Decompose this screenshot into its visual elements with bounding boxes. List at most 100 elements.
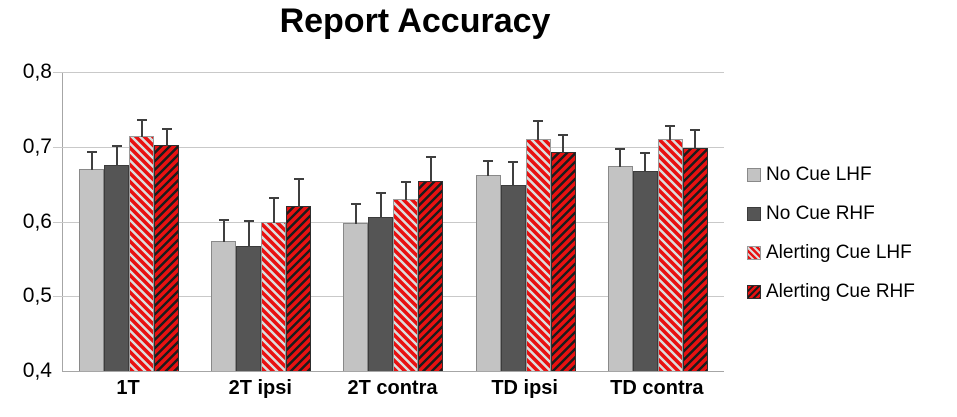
x-axis-label-td-ipsi: TD ipsi: [491, 377, 558, 399]
legend-label: No Cue LHF: [766, 164, 872, 185]
error-bar: [640, 152, 651, 172]
error-bar-cap: [136, 119, 147, 122]
legend-item-no-cue-rhf: No Cue RHF: [747, 202, 915, 226]
error-bar-line: [90, 150, 93, 171]
error-bar-line: [619, 147, 622, 168]
error-bar-cap: [218, 218, 229, 221]
bar-alerting-cue-lhf-td-ipsi: [525, 120, 551, 371]
error-bar-cap: [665, 124, 676, 127]
bar-alerting-cue-lhf-1t: [129, 119, 155, 371]
error-bar: [558, 133, 569, 153]
bar-alerting-cue-lhf-2t-ipsi: [261, 197, 287, 371]
error-bar: [690, 129, 701, 150]
bar-alerting-cue-lhf-td-contra: [657, 124, 683, 371]
bar-no-cue-rhf-2t-contra: [368, 191, 394, 371]
legend-label: Alerting Cue LHF: [766, 242, 912, 263]
error-bar-cap: [243, 220, 254, 223]
error-bar-line: [537, 120, 540, 141]
error-bar: [533, 120, 544, 141]
error-bar-cap: [161, 128, 172, 131]
bar-group-2t-ipsi: [211, 72, 312, 371]
error-bar-line: [222, 218, 225, 242]
bar-alerting-cue-rhf-1t: [154, 128, 180, 371]
error-bar-line: [404, 180, 407, 201]
legend-label: Alerting Cue RHF: [766, 281, 915, 302]
bar-alerting-cue-rhf-td-ipsi: [550, 133, 576, 371]
error-bar: [243, 220, 254, 248]
legend-label: No Cue RHF: [766, 203, 875, 224]
error-bar-cap: [268, 197, 279, 200]
error-bar-cap: [558, 133, 569, 136]
error-bar-cap: [640, 152, 651, 155]
bar-alerting-cue-lhf-2t-contra: [393, 180, 419, 371]
bar-group-td-ipsi: [475, 72, 576, 371]
error-bar: [218, 218, 229, 242]
bar-no-cue-lhf-2t-contra: [343, 203, 369, 371]
x-axis-label-1t: 1T: [116, 377, 140, 399]
error-bar: [483, 159, 494, 177]
legend-item-alerting-cue-rhf: Alerting Cue RHF: [747, 280, 915, 304]
error-bar-line: [165, 128, 168, 146]
error-bar-cap: [350, 203, 361, 206]
error-bar: [508, 161, 519, 186]
error-bar-cap: [508, 161, 519, 164]
bar-alerting-cue-rhf-td-contra: [682, 129, 708, 371]
error-bar-line: [562, 133, 565, 153]
bar-group-2t-contra: [343, 72, 444, 371]
error-bar: [86, 150, 97, 171]
bar-no-cue-rhf-td-contra: [632, 152, 658, 371]
error-bar: [425, 155, 436, 183]
bar-group-td-contra: [607, 72, 708, 371]
plot-area: [53, 72, 724, 372]
bar-no-cue-lhf-td-ipsi: [475, 159, 501, 371]
bar-no-cue-lhf-2t-ipsi: [211, 218, 237, 371]
legend-swatch-red-black-stripes: [747, 285, 761, 299]
error-bar-line: [115, 144, 118, 166]
error-bar: [111, 144, 122, 166]
error-bar-line: [297, 178, 300, 207]
y-axis-tick-label: 0,6: [22, 209, 52, 233]
error-bar-cap: [111, 144, 122, 147]
legend-swatch-dark-gray: [747, 207, 761, 221]
x-axis-labels-row: 1T 2T ipsi 2T contra TD ipsi TD contra: [62, 377, 723, 400]
bar-no-cue-rhf-td-ipsi: [500, 161, 526, 371]
error-bar: [615, 147, 626, 168]
bar-no-cue-lhf-td-contra: [607, 147, 633, 371]
error-bar: [400, 180, 411, 201]
error-bar: [268, 197, 279, 224]
error-bar-line: [512, 161, 515, 186]
error-bar-cap: [690, 129, 701, 132]
error-bar-line: [644, 152, 647, 172]
bar-alerting-cue-rhf-2t-ipsi: [286, 178, 312, 371]
error-bar-line: [429, 155, 432, 183]
error-bar-cap: [400, 180, 411, 183]
y-axis-tick-label: 0,4: [22, 359, 52, 382]
legend-swatch-red-white-stripes: [747, 246, 761, 260]
x-axis-label-td-contra: TD contra: [610, 377, 704, 399]
x-axis-label-2t-ipsi: 2T ipsi: [228, 377, 292, 399]
error-bar: [161, 128, 172, 146]
error-bar-line: [140, 119, 143, 137]
error-bar: [375, 191, 386, 219]
bar-no-cue-lhf-1t: [79, 150, 105, 371]
error-bar-line: [669, 124, 672, 141]
bar-group-1t: [79, 72, 180, 371]
error-bar-line: [379, 191, 382, 219]
error-bar-line: [272, 197, 275, 224]
error-bar-cap: [533, 120, 544, 123]
y-axis-tick-label: 0,5: [22, 284, 52, 308]
legend-item-no-cue-lhf: No Cue LHF: [747, 163, 915, 187]
error-bar: [293, 178, 304, 207]
legend: No Cue LHF No Cue RHF Alerting Cue LHF A…: [747, 163, 915, 319]
bar-no-cue-rhf-1t: [104, 144, 130, 371]
error-bar-cap: [375, 191, 386, 194]
error-bar-line: [694, 129, 697, 150]
error-bar-cap: [425, 155, 436, 158]
error-bar: [665, 124, 676, 141]
error-bar-cap: [86, 150, 97, 153]
error-bar-cap: [483, 159, 494, 162]
error-bar-line: [247, 220, 250, 248]
error-bar-cap: [615, 147, 626, 150]
legend-item-alerting-cue-lhf: Alerting Cue LHF: [747, 241, 915, 265]
